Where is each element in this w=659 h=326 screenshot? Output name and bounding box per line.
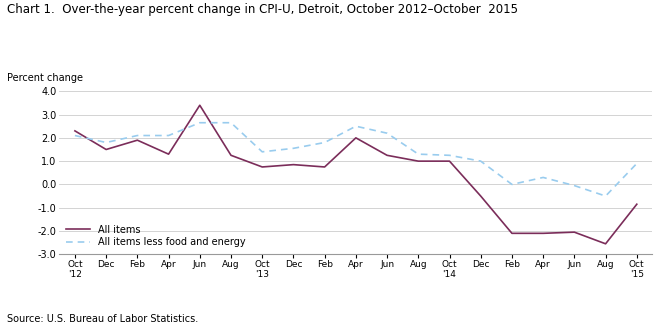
All items less food and energy bbox=[633, 161, 641, 165]
All items bbox=[476, 194, 484, 198]
All items less food and energy bbox=[102, 141, 110, 144]
All items bbox=[571, 230, 579, 234]
All items bbox=[415, 159, 422, 163]
All items bbox=[165, 152, 173, 156]
All items bbox=[71, 129, 79, 133]
All items bbox=[445, 159, 453, 163]
All items less food and energy bbox=[133, 134, 141, 138]
All items less food and energy bbox=[539, 175, 547, 179]
All items less food and energy bbox=[352, 124, 360, 128]
All items less food and energy bbox=[227, 121, 235, 125]
All items less food and energy bbox=[602, 194, 610, 198]
Text: Chart 1.  Over-the-year percent change in CPI-U, Detroit, October 2012–October  : Chart 1. Over-the-year percent change in… bbox=[7, 3, 517, 16]
Legend: All items, All items less food and energy: All items, All items less food and energ… bbox=[64, 223, 248, 249]
All items bbox=[508, 231, 516, 235]
All items less food and energy bbox=[508, 183, 516, 186]
Line: All items: All items bbox=[75, 105, 637, 244]
All items bbox=[196, 103, 204, 107]
All items less food and energy bbox=[476, 159, 484, 163]
All items less food and energy bbox=[71, 134, 79, 138]
All items less food and energy bbox=[289, 146, 297, 150]
Text: Source: U.S. Bureau of Labor Statistics.: Source: U.S. Bureau of Labor Statistics. bbox=[7, 314, 198, 324]
All items bbox=[227, 153, 235, 157]
All items bbox=[602, 242, 610, 246]
All items bbox=[352, 136, 360, 140]
All items less food and energy bbox=[383, 131, 391, 135]
All items bbox=[633, 202, 641, 206]
All items bbox=[383, 153, 391, 157]
All items bbox=[321, 165, 329, 169]
All items less food and energy bbox=[321, 141, 329, 144]
All items less food and energy bbox=[445, 153, 453, 157]
All items bbox=[258, 165, 266, 169]
Text: Percent change: Percent change bbox=[7, 73, 82, 83]
All items bbox=[289, 163, 297, 167]
All items less food and energy bbox=[165, 134, 173, 138]
All items bbox=[539, 231, 547, 235]
All items less food and energy bbox=[415, 152, 422, 156]
All items less food and energy bbox=[196, 121, 204, 125]
All items bbox=[102, 148, 110, 152]
All items bbox=[133, 138, 141, 142]
All items less food and energy bbox=[571, 184, 579, 187]
All items less food and energy bbox=[258, 150, 266, 154]
Line: All items less food and energy: All items less food and energy bbox=[75, 123, 637, 196]
